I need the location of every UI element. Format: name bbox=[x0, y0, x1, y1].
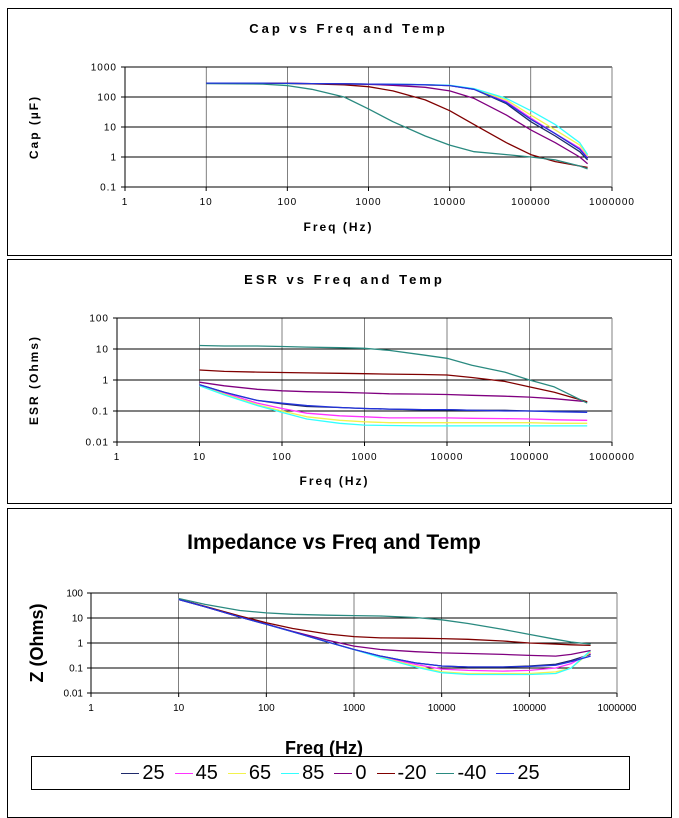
x-tick-label: 10 bbox=[173, 703, 185, 714]
legend-swatch bbox=[436, 772, 455, 774]
legend-label: 45 bbox=[195, 761, 218, 784]
x-tick-label: 1000 bbox=[355, 197, 381, 208]
x-tick-label: 10000 bbox=[428, 703, 456, 714]
y-tick-label: 10 bbox=[96, 345, 109, 356]
x-tick-label: 1000000 bbox=[589, 452, 635, 463]
x-tick-label: 1000 bbox=[343, 703, 366, 714]
series-line-5 bbox=[178, 598, 591, 647]
y-tick-label: 0.1 bbox=[100, 183, 117, 194]
series-line-3 bbox=[199, 385, 588, 427]
series-line-4 bbox=[199, 381, 588, 403]
x-axis-label: Freq (Hz) bbox=[285, 738, 363, 758]
series-line-5 bbox=[199, 369, 588, 403]
chart-title: ESR vs Freq and Temp bbox=[244, 272, 445, 287]
y-tick-label: 10 bbox=[72, 614, 84, 625]
x-tick-label: 100 bbox=[277, 197, 297, 208]
y-tick-label: 100 bbox=[66, 589, 83, 600]
x-tick-label: 100000 bbox=[513, 703, 547, 714]
x-tick-label: 100000 bbox=[511, 197, 550, 208]
x-tick-label: 100 bbox=[272, 452, 292, 463]
legend-item: 25 bbox=[496, 761, 540, 785]
x-axis-label: Freq (Hz) bbox=[300, 474, 370, 488]
y-axis-label: Cap (µF) bbox=[27, 95, 41, 159]
y-tick-label: 1 bbox=[102, 376, 109, 387]
legend-swatch bbox=[174, 772, 193, 774]
y-tick-label: 100 bbox=[89, 314, 109, 325]
series-line-2 bbox=[199, 385, 588, 424]
x-tick-label: 1000 bbox=[351, 452, 377, 463]
y-tick-label: 0.1 bbox=[69, 664, 83, 675]
legend-label: 25 bbox=[517, 761, 540, 784]
legend-item: 25 bbox=[121, 761, 165, 785]
cap-chart: Cap vs Freq and Temp 0.1 1 10 100 1000 1 10 100 1… bbox=[27, 21, 635, 234]
series-line-7 bbox=[206, 82, 589, 159]
y-tick-label: 1000 bbox=[91, 63, 117, 74]
series-line-0 bbox=[206, 82, 589, 161]
series-line-6 bbox=[178, 597, 591, 645]
y-tick-label: 0.01 bbox=[64, 689, 84, 700]
legend-label: 0 bbox=[355, 761, 367, 784]
y-tick-label: 1 bbox=[110, 153, 117, 164]
x-tick-label: 1 bbox=[114, 452, 121, 463]
series-line-6 bbox=[206, 82, 588, 170]
y-tick-label: 100 bbox=[97, 93, 117, 104]
y-axis-label: Z (Ohms) bbox=[27, 603, 47, 682]
series-line-4 bbox=[178, 598, 591, 657]
x-tick-label: 10 bbox=[193, 452, 206, 463]
legend-label: 85 bbox=[302, 761, 325, 784]
x-tick-label: 1 bbox=[88, 703, 94, 714]
legend-item: -20 bbox=[376, 761, 427, 785]
legend-item: -40 bbox=[436, 762, 486, 785]
legend-item: 0 bbox=[334, 761, 367, 785]
y-tick-label: 10 bbox=[104, 123, 117, 134]
legend: 25 45 65 85 0 -20 -40 25 bbox=[31, 756, 630, 790]
legend-swatch bbox=[334, 772, 353, 774]
y-axis-label: ESR (Ohms) bbox=[27, 335, 41, 425]
x-tick-label: 10000 bbox=[433, 197, 466, 208]
legend-swatch bbox=[376, 772, 395, 774]
y-tick-label: 0.1 bbox=[92, 407, 109, 418]
legend-swatch bbox=[227, 772, 246, 774]
legend-label: -20 bbox=[397, 761, 427, 784]
chart-title: Cap vs Freq and Temp bbox=[249, 21, 447, 36]
y-tick-label: 1 bbox=[77, 639, 83, 650]
legend-swatch bbox=[496, 772, 515, 774]
series-line-7 bbox=[199, 384, 588, 414]
series-line-1 bbox=[199, 384, 588, 421]
series-line-5 bbox=[206, 82, 588, 169]
x-tick-label: 1000000 bbox=[589, 197, 635, 208]
series-line-7 bbox=[178, 598, 591, 668]
x-tick-label: 10000 bbox=[431, 452, 464, 463]
esr-chart-panel: ESR vs Freq and Temp 0.01 0.1 1 10 100 1 10 100 1… bbox=[7, 259, 672, 504]
chart-title: Impedance vs Freq and Temp bbox=[187, 531, 481, 554]
impedance-chart: Impedance vs Freq and Temp 0.01 0.1 1 10 100 1… bbox=[27, 531, 637, 758]
series-line-6 bbox=[199, 344, 588, 404]
x-tick-label: 1 bbox=[122, 197, 129, 208]
legend-item: 65 bbox=[227, 761, 272, 785]
esr-chart: ESR vs Freq and Temp 0.01 0.1 1 10 100 1 10 100 1… bbox=[27, 272, 635, 488]
x-tick-label: 100 bbox=[258, 703, 275, 714]
y-tick-label: 0.01 bbox=[86, 438, 109, 449]
legend-swatch bbox=[121, 772, 140, 774]
legend-label: 25 bbox=[142, 761, 165, 784]
series-line-1 bbox=[206, 82, 589, 158]
legend-swatch bbox=[281, 772, 300, 774]
x-tick-label: 100000 bbox=[510, 452, 549, 463]
legend-item: 85 bbox=[281, 762, 324, 785]
legend-label: 65 bbox=[248, 761, 272, 784]
x-tick-label: 10 bbox=[200, 197, 213, 208]
x-tick-label: 1000000 bbox=[598, 703, 637, 714]
legend-item: 45 bbox=[174, 761, 218, 785]
x-axis-label: Freq (Hz) bbox=[304, 220, 374, 234]
cap-chart-panel: Cap vs Freq and Temp 0.1 1 10 100 1000 1 10 100 1… bbox=[7, 8, 672, 256]
legend-label: -40 bbox=[457, 761, 487, 784]
